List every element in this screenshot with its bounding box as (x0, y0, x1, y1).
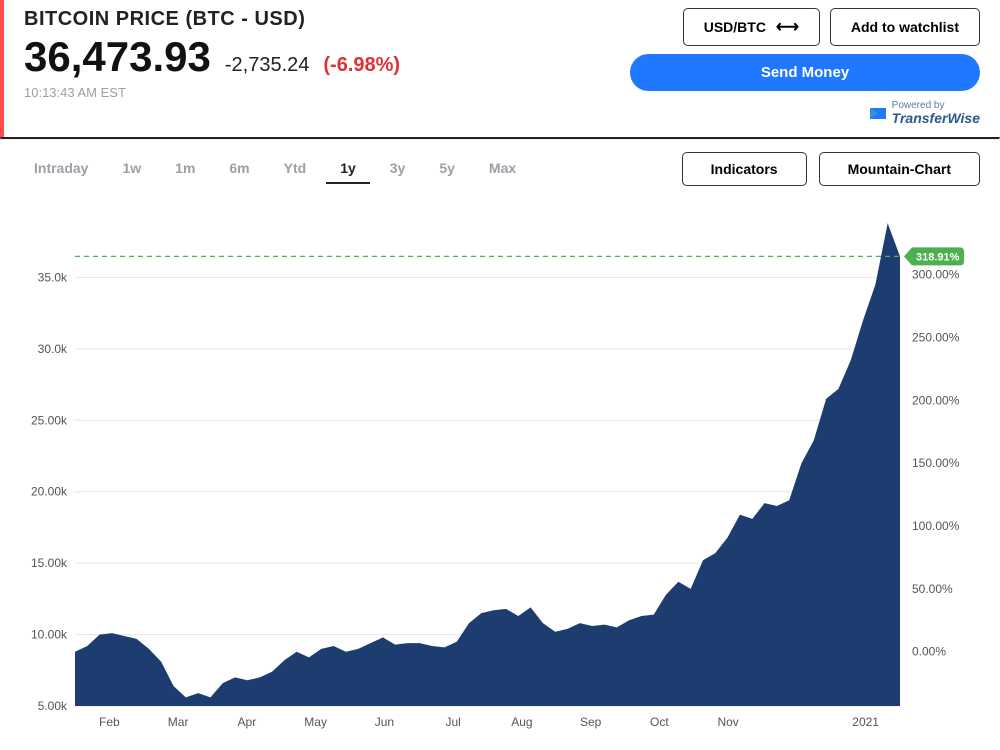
svg-text:2021: 2021 (852, 715, 879, 729)
timestamp: 10:13:43 AM EST (24, 85, 620, 100)
range-tab-6m[interactable]: 6m (215, 154, 263, 184)
svg-text:10.00k: 10.00k (31, 628, 68, 642)
indicators-button[interactable]: Indicators (682, 152, 807, 186)
svg-text:30.0k: 30.0k (38, 342, 68, 356)
range-tab-5y[interactable]: 5y (425, 154, 469, 184)
svg-text:Apr: Apr (238, 715, 257, 729)
change-percent: (-6.98%) (323, 54, 400, 77)
range-tab-1y[interactable]: 1y (326, 154, 370, 184)
svg-text:Jul: Jul (445, 715, 460, 729)
change-absolute: -2,735.24 (225, 54, 310, 77)
price-value: 36,473.93 (24, 33, 211, 81)
svg-text:Oct: Oct (650, 715, 669, 729)
svg-text:May: May (304, 715, 327, 729)
swap-icon: ⟷ (776, 17, 799, 37)
svg-text:100.00%: 100.00% (912, 519, 960, 533)
svg-text:318.91%: 318.91% (916, 251, 960, 263)
header-right: USD/BTC ⟷ Add to watchlist Send Money Po… (620, 8, 980, 125)
svg-text:5.00k: 5.00k (38, 699, 68, 713)
range-tab-ytd[interactable]: Ytd (270, 154, 321, 184)
chart-type-button[interactable]: Mountain-Chart (819, 152, 980, 186)
flag-icon (870, 108, 886, 119)
chart-container: 5.00k 10.00k 15.00k 20.00k 25.00k 30.0k 35.0k 0… (0, 196, 1000, 746)
svg-text:15.00k: 15.00k (31, 556, 68, 570)
range-tab-3y[interactable]: 3y (376, 154, 420, 184)
toolbar-right: Indicators Mountain-Chart (682, 152, 980, 186)
instrument-title: BITCOIN PRICE (BTC - USD) (24, 8, 620, 31)
svg-text:50.00%: 50.00% (912, 582, 953, 596)
price-chart[interactable]: 5.00k 10.00k 15.00k 20.00k 25.00k 30.0k 35.0k 0… (20, 196, 980, 736)
range-tab-intraday[interactable]: Intraday (20, 154, 102, 184)
send-money-button[interactable]: Send Money (630, 54, 980, 91)
header-button-row: USD/BTC ⟷ Add to watchlist (683, 8, 980, 46)
powered-by-brand: TransferWise (892, 111, 980, 125)
svg-text:Mar: Mar (168, 715, 189, 729)
header-left: BITCOIN PRICE (BTC - USD) 36,473.93 -2,7… (24, 8, 620, 125)
add-watchlist-button[interactable]: Add to watchlist (830, 8, 980, 46)
svg-text:250.00%: 250.00% (912, 330, 960, 344)
pair-toggle-button[interactable]: USD/BTC ⟷ (683, 8, 820, 46)
svg-text:25.00k: 25.00k (31, 413, 68, 427)
price-row: 36,473.93 -2,735.24 (-6.98%) (24, 33, 620, 81)
pair-toggle-label: USD/BTC (704, 19, 766, 35)
range-tab-1w[interactable]: 1w (108, 154, 155, 184)
svg-text:35.0k: 35.0k (38, 270, 68, 284)
svg-text:0.00%: 0.00% (912, 645, 946, 659)
svg-text:200.00%: 200.00% (912, 393, 960, 407)
svg-text:Jun: Jun (375, 715, 394, 729)
svg-text:Aug: Aug (511, 715, 532, 729)
range-tab-1m[interactable]: 1m (161, 154, 209, 184)
svg-text:Sep: Sep (580, 715, 602, 729)
range-tab-max[interactable]: Max (475, 154, 530, 184)
svg-text:Nov: Nov (717, 715, 738, 729)
svg-text:20.00k: 20.00k (31, 485, 68, 499)
header: BITCOIN PRICE (BTC - USD) 36,473.93 -2,7… (0, 0, 1000, 137)
time-range-tabs: Intraday1w1m6mYtd1y3y5yMax (20, 154, 530, 184)
svg-text:300.00%: 300.00% (912, 268, 960, 282)
svg-text:Feb: Feb (99, 715, 120, 729)
toolbar: Intraday1w1m6mYtd1y3y5yMax Indicators Mo… (0, 140, 1000, 196)
powered-by: Powered by TransferWise (870, 101, 980, 125)
svg-text:150.00%: 150.00% (912, 456, 960, 470)
